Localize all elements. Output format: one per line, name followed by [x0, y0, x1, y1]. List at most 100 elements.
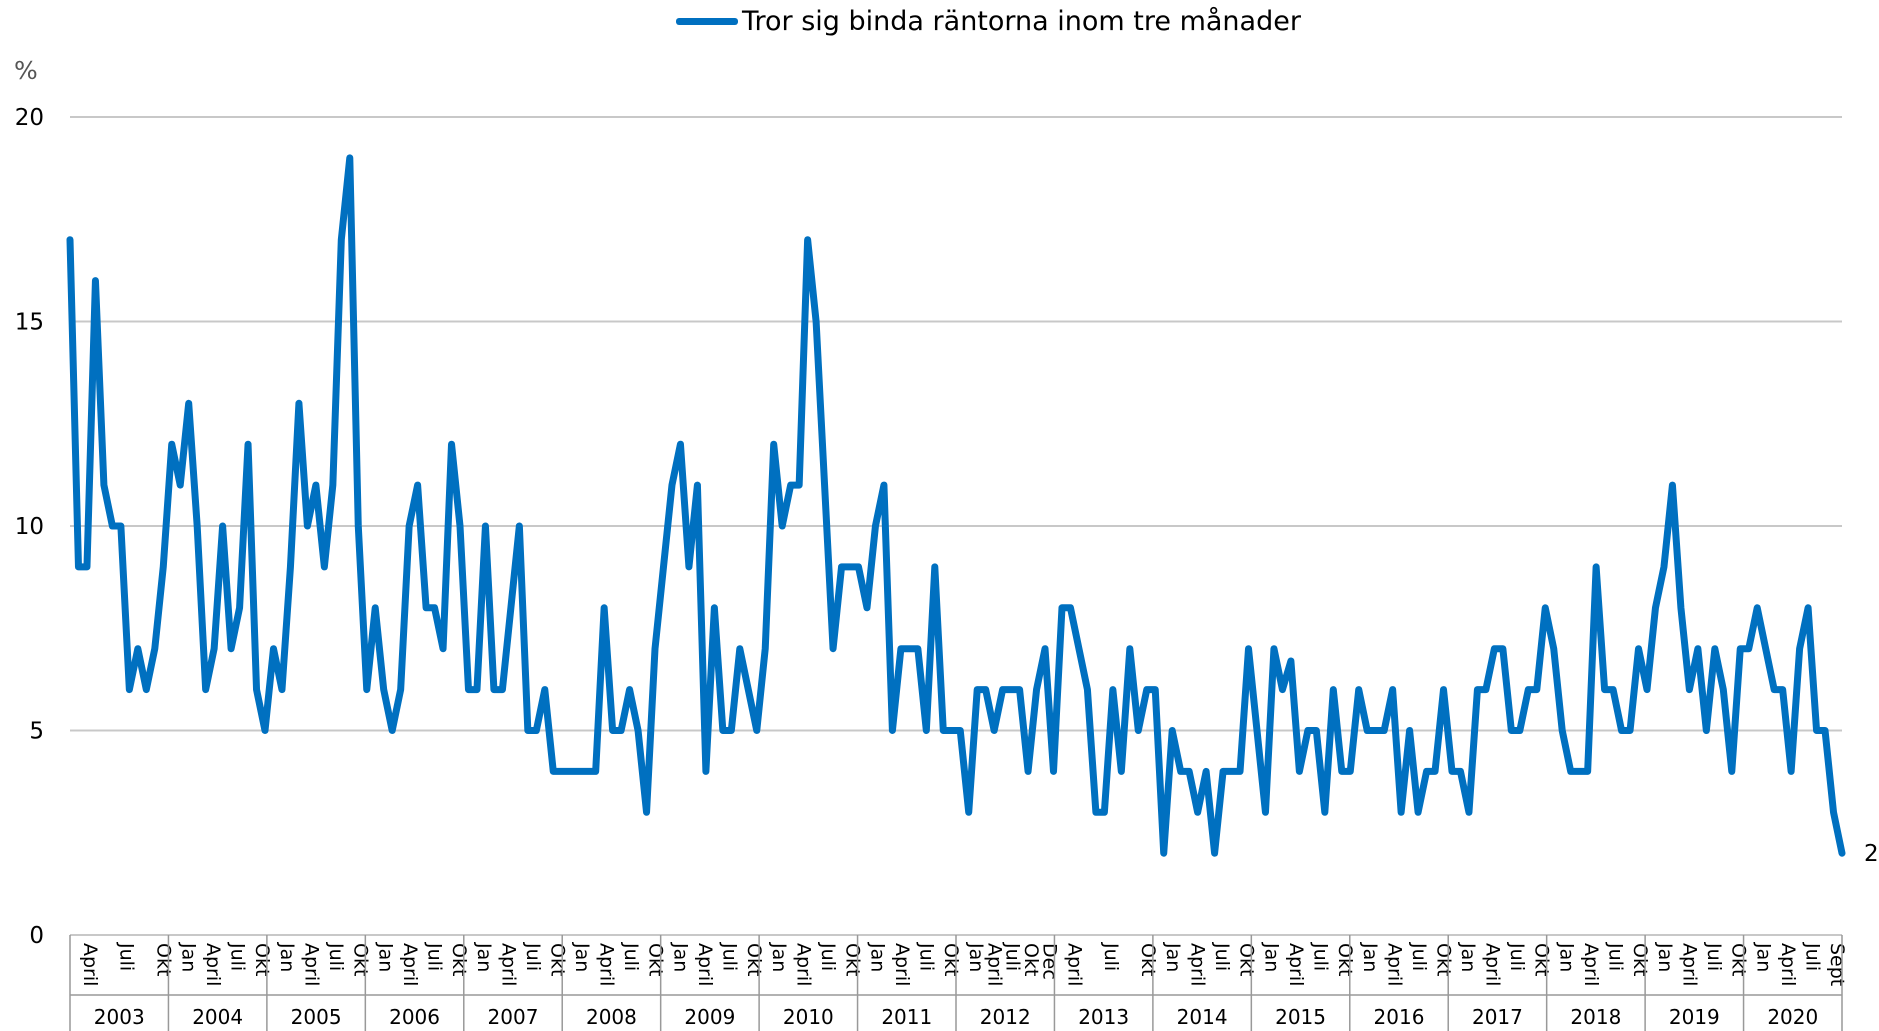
x-month-label: Okt — [1334, 943, 1356, 976]
x-year-label: 2005 — [291, 1005, 342, 1029]
x-month-label: Okt — [546, 943, 568, 976]
x-month-label: April — [891, 943, 913, 986]
x-month-label: April — [497, 943, 519, 986]
x-month-label: Juli — [1002, 942, 1024, 971]
x-month-label: Jan — [276, 942, 298, 972]
x-month-label: Juli — [325, 942, 347, 971]
x-year-label: 2018 — [1570, 1005, 1621, 1029]
x-month-label: Okt — [349, 943, 371, 976]
x-month-label: Juli — [1703, 942, 1725, 971]
x-year-label: 2010 — [783, 1005, 834, 1029]
x-month-label: Jan — [473, 942, 495, 972]
x-month-label: Juli — [522, 942, 544, 971]
x-month-label: April — [1383, 943, 1405, 986]
x-month-label: Okt — [1728, 943, 1750, 976]
x-month-label: Okt — [152, 943, 174, 976]
x-year-label: 2003 — [94, 1005, 145, 1029]
x-month-label: Juli — [719, 942, 741, 971]
x-year-label: 2013 — [1078, 1005, 1129, 1029]
series-line — [66, 154, 1846, 857]
x-month-label: Jan — [1162, 942, 1184, 972]
x-month-label: Jan — [1457, 942, 1479, 972]
x-month-label: Okt — [842, 943, 864, 976]
x-year-label: 2014 — [1177, 1005, 1228, 1029]
x-month-label: April — [793, 943, 815, 986]
y-axis-unit-label: % — [14, 56, 38, 85]
x-year-label: 2015 — [1275, 1005, 1326, 1029]
x-month-label: Jan — [670, 942, 692, 972]
x-year-label: 2011 — [881, 1005, 932, 1029]
x-month-label: Okt — [1531, 943, 1553, 976]
x-month-label: Jan — [1359, 942, 1381, 972]
x-month-label: Jan — [965, 942, 987, 972]
x-month-label: April — [1482, 943, 1504, 986]
x-year-label: 2006 — [389, 1005, 440, 1029]
y-tick-label: 5 — [29, 719, 44, 745]
x-month-label: Juli — [116, 942, 138, 971]
x-month-label: Juli — [423, 942, 445, 971]
x-month-label: April — [1580, 943, 1602, 986]
x-month-label: April — [399, 943, 421, 986]
x-month-label: Okt — [940, 943, 962, 976]
y-tick-label: 10 — [15, 514, 44, 540]
x-month-label: Juli — [1211, 942, 1233, 971]
x-year-label: 2007 — [488, 1005, 539, 1029]
end-value-label: 2 — [1864, 841, 1879, 867]
x-year-label: 2016 — [1374, 1005, 1425, 1029]
x-year-label: 2004 — [192, 1005, 243, 1029]
x-month-label: April — [1679, 943, 1701, 986]
x-month-label: Juli — [226, 942, 248, 971]
x-month-label: Okt — [1432, 943, 1454, 976]
x-month-label: Okt — [1137, 943, 1159, 976]
x-month-label: Juli — [620, 942, 642, 971]
x-month-label: Juli — [1802, 942, 1824, 971]
x-month-label: Juli — [1408, 942, 1430, 971]
x-month-label: Juli — [1605, 942, 1627, 971]
legend: Tror sig binda räntorna inom tre månader — [676, 4, 1301, 38]
legend-line-swatch — [676, 17, 738, 25]
x-month-label: Jan — [1556, 942, 1578, 972]
x-month-label: Jan — [177, 942, 199, 972]
x-month-label: Juli — [916, 942, 938, 971]
x-month-label: Okt — [645, 943, 667, 976]
x-month-label: Okt — [448, 943, 470, 976]
x-year-label: 2019 — [1669, 1005, 1720, 1029]
x-month-label: April — [300, 943, 322, 986]
x-month-label: April — [694, 943, 716, 986]
x-month-label: April — [79, 943, 101, 986]
x-year-label: 2009 — [684, 1005, 735, 1029]
x-month-label: Sept — [1826, 943, 1848, 986]
y-tick-label: 15 — [15, 310, 44, 336]
x-month-label: Jan — [1753, 942, 1775, 972]
x-month-label: Juli — [1100, 942, 1122, 971]
x-month-label: Okt — [1235, 943, 1257, 976]
x-month-label: April — [596, 943, 618, 986]
x-month-label: Okt — [743, 943, 765, 976]
x-month-label: April — [983, 943, 1005, 986]
x-month-label: Okt — [251, 943, 273, 976]
x-month-label: Jan — [867, 942, 889, 972]
x-month-label: April — [202, 943, 224, 986]
x-month-label: Jan — [571, 942, 593, 972]
y-tick-label: 0 — [29, 923, 44, 949]
legend-label: Tror sig binda räntorna inom tre månader — [742, 5, 1301, 37]
x-month-label: April — [1063, 943, 1085, 986]
x-month-label: Okt — [1629, 943, 1651, 976]
x-month-label: Jan — [1260, 942, 1282, 972]
x-month-label: Dec — [1038, 943, 1060, 980]
x-month-label: April — [1186, 943, 1208, 986]
x-month-label: Juli — [1506, 942, 1528, 971]
x-month-label: April — [1285, 943, 1307, 986]
x-month-label: Okt — [1020, 943, 1042, 976]
x-month-label: Juli — [1309, 942, 1331, 971]
x-year-label: 2020 — [1767, 1005, 1818, 1029]
x-month-label: Jan — [768, 942, 790, 972]
x-year-label: 2017 — [1472, 1005, 1523, 1029]
x-month-label: Jan — [374, 942, 396, 972]
x-month-label: April — [1777, 943, 1799, 986]
x-month-label: Juli — [817, 942, 839, 971]
x-month-label: Jan — [1654, 942, 1676, 972]
x-year-label: 2008 — [586, 1005, 637, 1029]
x-year-label: 2012 — [980, 1005, 1031, 1029]
